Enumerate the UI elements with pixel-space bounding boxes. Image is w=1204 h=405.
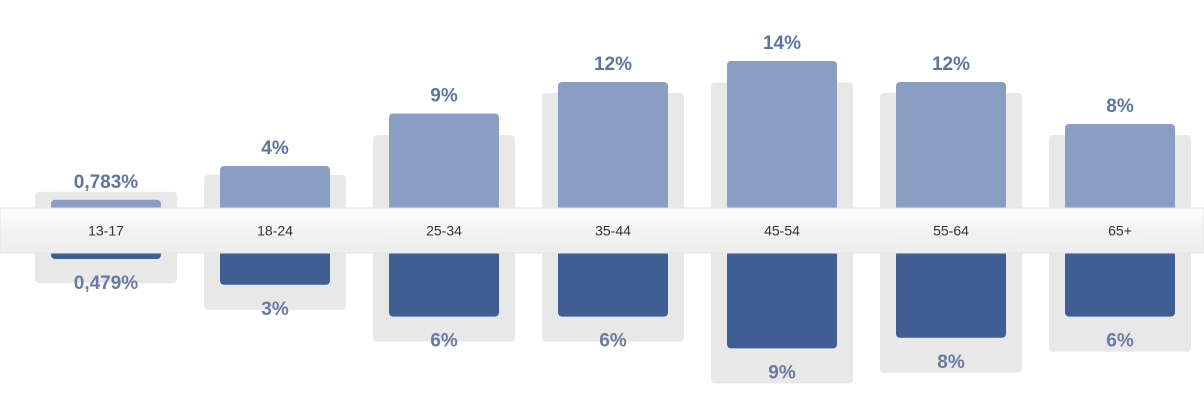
upper-value-label: 12% [932, 54, 970, 75]
upper-bar-65+ [1065, 124, 1175, 210]
lower-value-label: 6% [599, 331, 627, 352]
category-label-25-34: 25-34 [426, 223, 462, 239]
upper-value-label: 9% [430, 86, 458, 107]
labels: 0,783% 0,479% 13-17 4% 3% 18-24 9% 6% 25-34 12% 6%… [74, 33, 1134, 383]
upper-value-label: 12% [594, 54, 632, 75]
lower-value-label: 8% [937, 352, 965, 373]
lower-value-label: 9% [768, 362, 796, 383]
bars [51, 61, 1175, 349]
category-label-18-24: 18-24 [257, 223, 293, 239]
lower-bar-65+ [1065, 251, 1175, 317]
category-label-65+: 65+ [1108, 223, 1132, 239]
category-label-35-44: 35-44 [595, 223, 631, 239]
category-label-45-54: 45-54 [764, 223, 800, 239]
upper-bar-13-17 [51, 199, 161, 210]
lower-bar-25-34 [389, 251, 499, 317]
upper-bar-35-44 [558, 82, 668, 210]
upper-bar-18-24 [220, 166, 330, 210]
lower-value-label: 6% [1106, 331, 1134, 352]
upper-bar-55-64 [896, 82, 1006, 210]
category-label-13-17: 13-17 [88, 223, 124, 239]
lower-bar-35-44 [558, 251, 668, 317]
upper-value-label: 14% [763, 33, 801, 54]
upper-value-label: 4% [261, 138, 289, 159]
lower-bar-55-64 [896, 251, 1006, 338]
upper-bar-45-54 [727, 61, 837, 210]
age-axis-band [0, 207, 1204, 254]
lower-bar-18-24 [220, 251, 330, 285]
upper-value-label: 8% [1106, 96, 1134, 117]
lower-value-label: 3% [261, 299, 289, 320]
lower-bar-45-54 [727, 251, 837, 349]
upper-bar-25-34 [389, 113, 499, 210]
lower-value-label: 0,479% [74, 273, 139, 294]
upper-value-label: 0,783% [74, 172, 139, 193]
lower-value-label: 6% [430, 331, 458, 352]
category-label-55-64: 55-64 [933, 223, 969, 239]
